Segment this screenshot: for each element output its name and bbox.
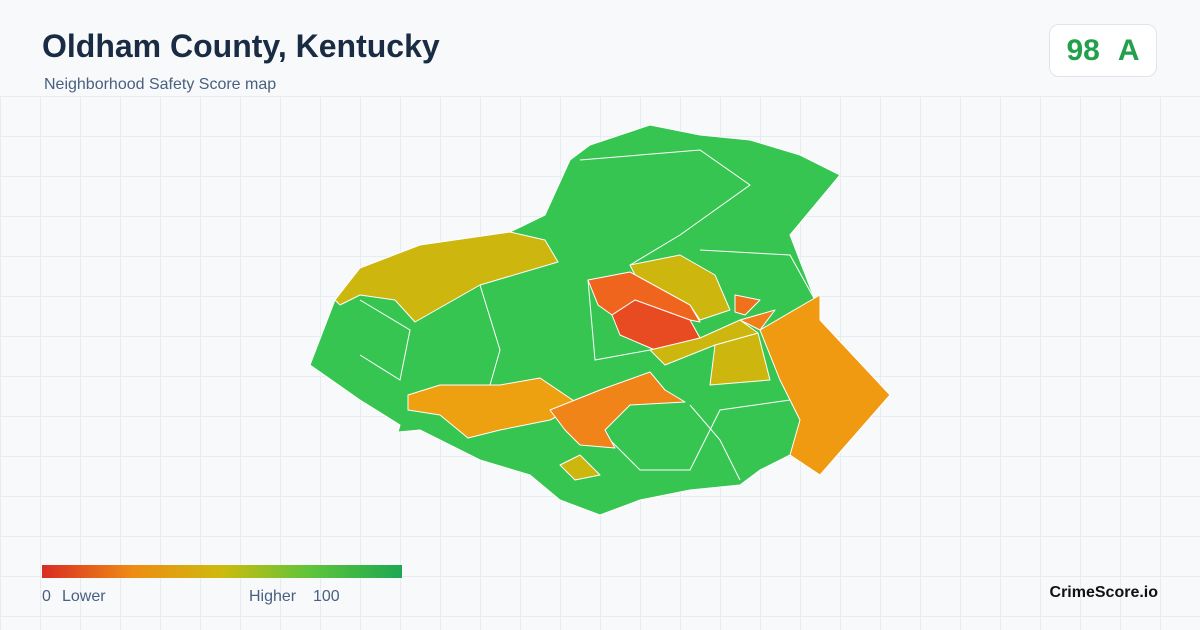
- title: Oldham County, Kentucky: [42, 28, 440, 64]
- region: [407, 377, 581, 439]
- legend-max-label: Higher: [249, 588, 297, 605]
- region: [734, 294, 761, 316]
- legend-min-label: Lower: [62, 588, 106, 605]
- score-badge: 98 A: [1049, 24, 1157, 77]
- subtitle: Neighborhood Safety Score map: [44, 76, 277, 93]
- legend-max: 100: [313, 588, 340, 605]
- region: [759, 294, 891, 476]
- region: [334, 231, 559, 323]
- region: [549, 371, 686, 449]
- brand: CrimeScore.io: [1049, 584, 1158, 601]
- region: [649, 319, 759, 366]
- region-border: [359, 299, 411, 381]
- region-border: [579, 149, 751, 266]
- legend-min: 0: [42, 588, 51, 605]
- region-border: [479, 284, 501, 386]
- region-border: [587, 279, 651, 361]
- header-band: [0, 0, 1200, 96]
- region-border: [609, 399, 791, 471]
- score-value: 98: [1066, 33, 1100, 67]
- score-grade: A: [1117, 33, 1140, 67]
- region-border: [689, 404, 741, 481]
- region: [559, 454, 601, 481]
- legend-gradient: [42, 565, 402, 578]
- region: [739, 309, 776, 331]
- region-border: [699, 249, 816, 301]
